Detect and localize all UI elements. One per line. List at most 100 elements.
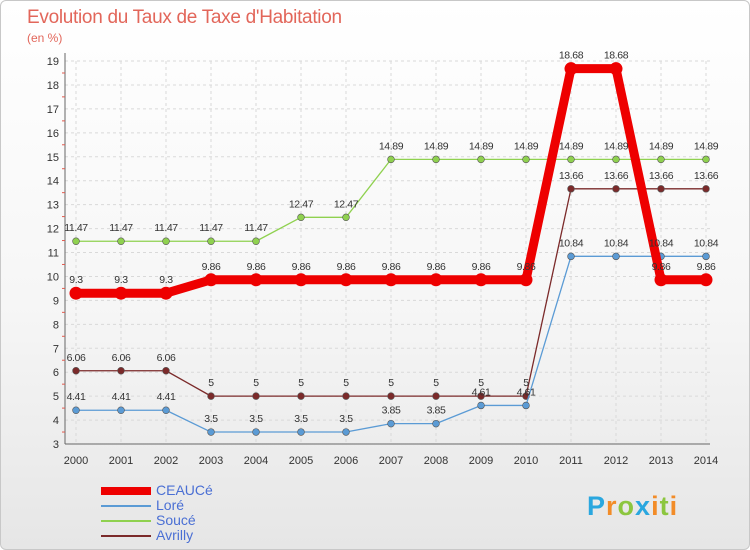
- data-point: [69, 286, 83, 300]
- y-tick-label: 6: [53, 367, 59, 379]
- x-tick-label: 2003: [199, 455, 223, 467]
- data-label: 14.89: [559, 140, 584, 152]
- legend-swatch: [101, 520, 151, 522]
- data-label: 14.89: [649, 140, 674, 152]
- data-point: [522, 155, 530, 164]
- data-point: [294, 273, 308, 287]
- data-point: [699, 273, 713, 287]
- x-tick-label: 2009: [469, 455, 493, 467]
- data-point: [207, 392, 215, 400]
- data-label: 11.47: [64, 222, 88, 234]
- legend-swatch: [101, 505, 151, 507]
- data-label: 5: [478, 377, 484, 389]
- x-tick-label: 2007: [379, 455, 403, 467]
- data-label: 11.47: [109, 222, 133, 234]
- logo-letter: o: [617, 491, 636, 521]
- data-label: 18.68: [604, 50, 629, 62]
- data-label: 4.61: [517, 386, 536, 398]
- data-label: 11.47: [154, 222, 178, 234]
- data-point: [657, 155, 665, 164]
- data-point: [702, 252, 710, 261]
- data-point: [252, 428, 260, 436]
- data-label: 9.86: [292, 261, 311, 273]
- y-tick-label: 8: [53, 319, 59, 331]
- data-point: [342, 392, 350, 400]
- data-label: 12.47: [334, 198, 359, 210]
- y-tick-label: 3: [53, 439, 59, 451]
- data-label: 5: [343, 377, 349, 389]
- data-point: [162, 237, 170, 245]
- data-point: [297, 213, 305, 222]
- data-point: [567, 185, 575, 193]
- legend-swatch: [101, 487, 151, 495]
- data-point: [522, 401, 530, 410]
- data-label: 5: [523, 377, 529, 389]
- y-tick-label: 19: [47, 56, 59, 68]
- data-point: [564, 62, 578, 76]
- x-tick-label: 2010: [514, 455, 538, 467]
- data-point: [162, 367, 170, 375]
- data-point: [249, 273, 263, 287]
- data-label: 6.06: [157, 352, 176, 364]
- data-label: 13.66: [694, 170, 719, 182]
- data-label: 11.47: [199, 222, 223, 234]
- legend-label: CEAUCé: [156, 482, 213, 498]
- y-tick-label: 10: [47, 271, 59, 283]
- data-point: [477, 155, 485, 164]
- data-point: [387, 155, 395, 164]
- data-point: [159, 286, 173, 300]
- data-point: [117, 367, 125, 375]
- data-label: 5: [298, 377, 304, 389]
- y-tick-label: 12: [47, 224, 59, 236]
- x-tick-label: 2011: [559, 455, 583, 467]
- y-tick-label: 15: [47, 152, 59, 164]
- data-point: [387, 392, 395, 400]
- data-point: [207, 428, 215, 436]
- data-label: 11.47: [244, 222, 268, 234]
- data-label: 9.3: [159, 274, 173, 286]
- data-label: 4.41: [67, 391, 86, 403]
- data-point: [429, 273, 443, 287]
- data-point: [342, 213, 350, 222]
- data-label: 5: [433, 377, 439, 389]
- data-label: 5: [208, 377, 214, 389]
- x-tick-label: 2014: [694, 455, 718, 467]
- y-tick-label: 9: [53, 295, 59, 307]
- data-point: [477, 392, 485, 400]
- data-label: 3.5: [294, 413, 308, 425]
- data-point: [702, 155, 710, 164]
- data-point: [117, 406, 125, 414]
- data-label: 5: [253, 377, 259, 389]
- data-label: 3.85: [427, 405, 446, 417]
- data-label: 10.84: [694, 237, 719, 249]
- y-tick-label: 5: [53, 391, 59, 403]
- x-tick-label: 2008: [424, 455, 448, 467]
- data-point: [702, 185, 710, 193]
- data-point: [612, 185, 620, 193]
- data-point: [432, 155, 440, 164]
- data-point: [609, 62, 623, 76]
- logo-letter: r: [606, 491, 618, 521]
- data-point: [567, 155, 575, 164]
- legend-label: Loré: [156, 497, 185, 513]
- y-tick-label: 11: [48, 248, 59, 260]
- data-point: [297, 392, 305, 400]
- data-label: 3.85: [382, 405, 401, 417]
- x-tick-label: 2000: [64, 455, 88, 467]
- legend-label: Avrilly: [156, 527, 194, 543]
- data-label: 9.86: [202, 261, 221, 273]
- data-label: 13.66: [604, 170, 629, 182]
- data-point: [612, 155, 620, 164]
- data-point: [162, 406, 170, 414]
- data-label: 3.5: [204, 413, 218, 425]
- data-point: [519, 273, 533, 287]
- y-tick-label: 17: [47, 104, 59, 116]
- data-label: 18.68: [559, 50, 584, 62]
- chart-unit-label: (en %): [27, 31, 63, 45]
- x-tick-label: 2013: [649, 455, 673, 467]
- data-label: 9.3: [69, 274, 83, 286]
- data-point: [117, 237, 125, 245]
- data-label: 14.89: [424, 140, 449, 152]
- legend-label: Soucé: [156, 512, 196, 528]
- data-point: [207, 237, 215, 245]
